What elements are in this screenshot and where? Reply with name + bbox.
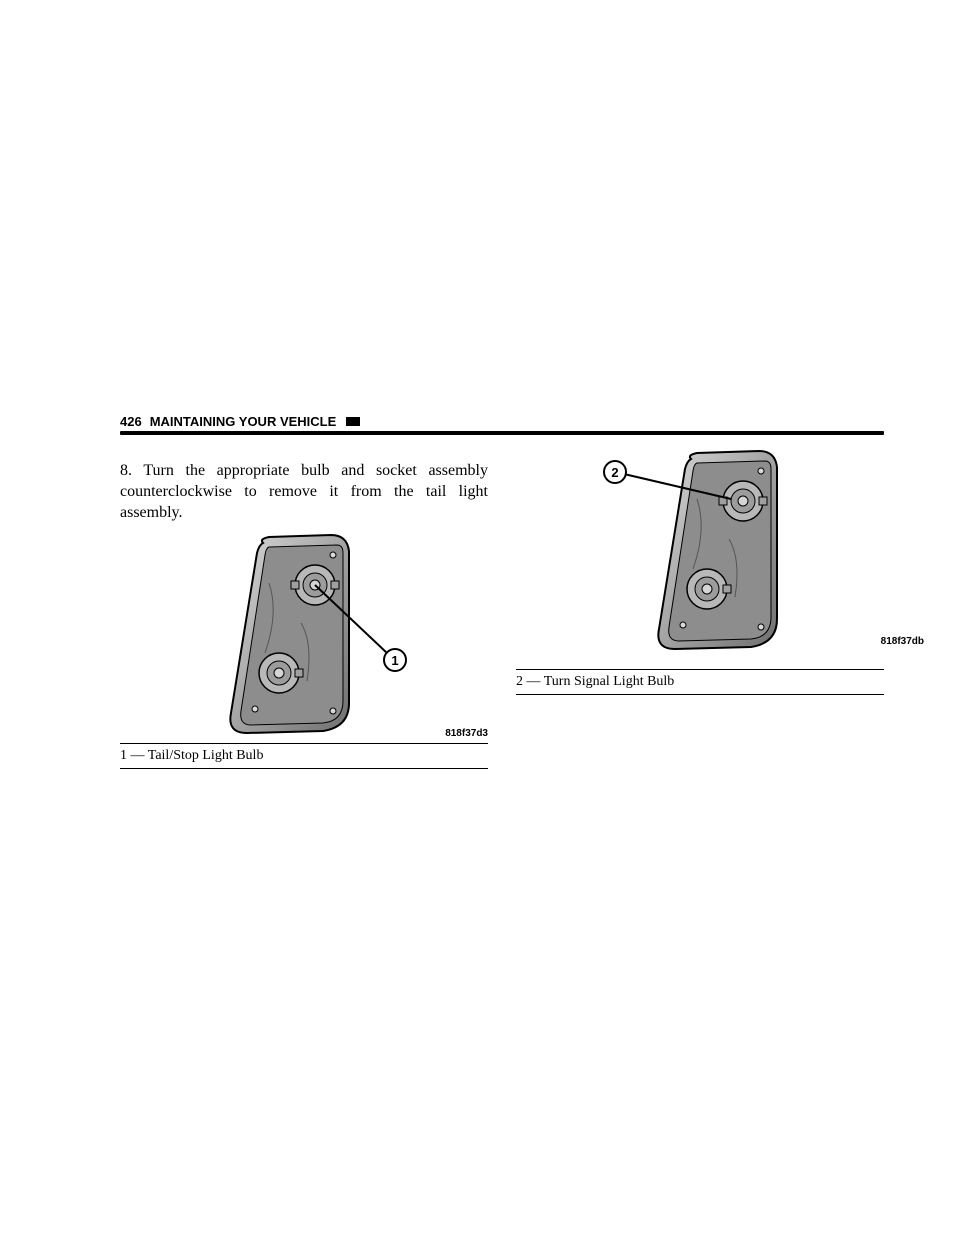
content-columns: 8. Turn the appropriate bulb and socket … [0,435,954,769]
figure-tail-stop-bulb: 1 818f37d3 [120,529,488,739]
page: 426 MAINTAINING YOUR VEHICLE 8. Turn the… [0,0,954,1235]
figure-id-1: 818f37d3 [445,728,488,739]
caption-1: 1 — Tail/Stop Light Bulb [120,744,488,769]
step-8-text: 8. Turn the appropriate bulb and socket … [120,461,488,523]
callout-bubble-2: 2 [604,461,626,483]
callout-number-1: 1 [391,653,398,668]
callout-number-2: 2 [611,465,618,480]
callout-bubble-1: 1 [384,649,406,671]
tail-light-diagram-1: 1 [169,529,439,739]
page-number: 426 [120,414,142,429]
page-header: 426 MAINTAINING YOUR VEHICLE [0,414,954,429]
left-column: 8. Turn the appropriate bulb and socket … [120,445,488,769]
caption-2: 2 — Turn Signal Light Bulb [516,670,884,695]
header-tick-mark [346,417,360,426]
section-title: MAINTAINING YOUR VEHICLE [150,414,337,429]
right-column: 2 818f37db 2 — Turn Signal Light Bulb [516,445,884,769]
tail-light-diagram-2: 2 [565,445,835,655]
figure-turn-signal-bulb: 2 818f37db [516,445,884,665]
figure-id-2: 818f37db [881,636,924,647]
